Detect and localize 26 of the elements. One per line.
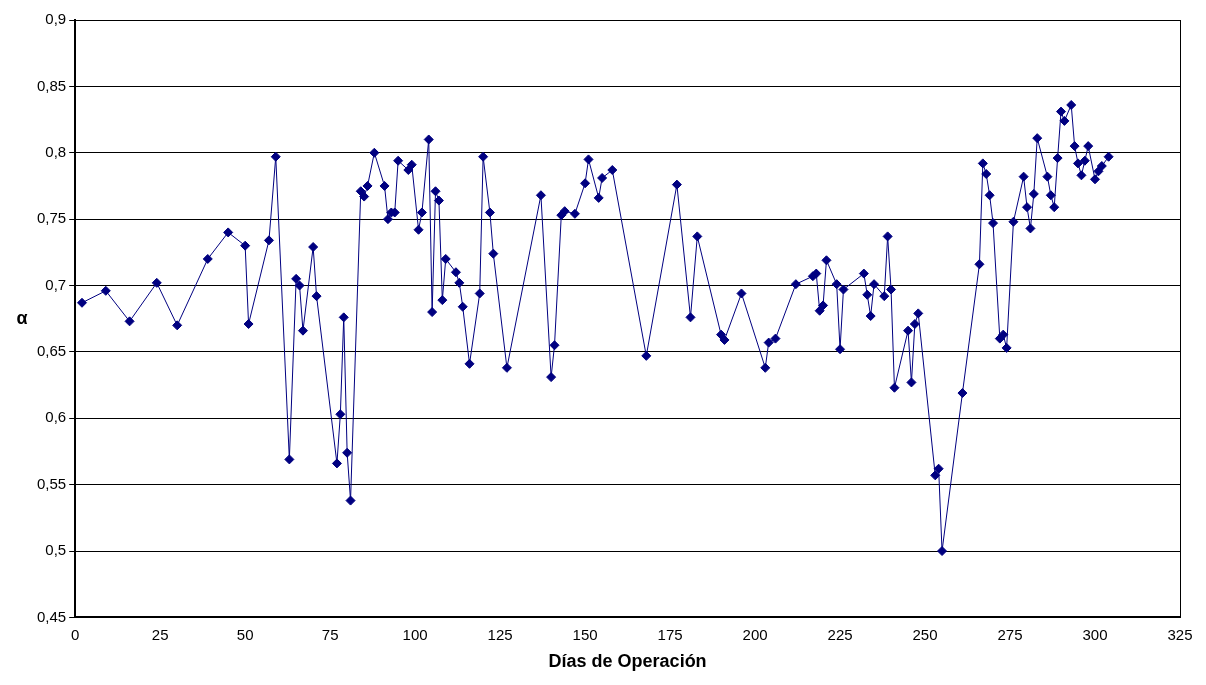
x-tick-label: 50 <box>236 625 254 643</box>
y-tick-label: 0,5 <box>45 541 67 559</box>
x-axis-title: Días de Operación <box>548 651 707 672</box>
y-tick-label: 0,6 <box>45 408 67 426</box>
x-tick-label: 100 <box>402 625 428 643</box>
x-tick-label: 150 <box>572 625 598 643</box>
x-tick-label: 325 <box>1167 625 1193 643</box>
y-tick-label: 0,85 <box>36 76 67 94</box>
y-tick-label: 0,65 <box>36 342 67 360</box>
x-tick-label: 175 <box>657 625 683 643</box>
x-tick-label: 225 <box>827 625 853 643</box>
x-tick-label: 300 <box>1082 625 1108 643</box>
x-tick-label: 125 <box>487 625 513 643</box>
y-tick-label: 0,7 <box>45 275 67 293</box>
x-tick-label: 275 <box>997 625 1023 643</box>
y-tick-label: 0,45 <box>36 607 67 625</box>
y-tick-label: 0,75 <box>36 209 67 227</box>
x-tick-label: 200 <box>742 625 768 643</box>
y-tick-label: 0,8 <box>45 142 67 160</box>
y-tick-label: 0,55 <box>36 474 67 492</box>
y-tick-label: 0,9 <box>45 10 67 28</box>
x-tick-label: 75 <box>321 625 339 643</box>
x-tick-label: 0 <box>71 625 80 643</box>
y-axis-title: α <box>16 307 28 328</box>
x-tick-label: 250 <box>912 625 938 643</box>
x-tick-label: 25 <box>151 625 169 643</box>
